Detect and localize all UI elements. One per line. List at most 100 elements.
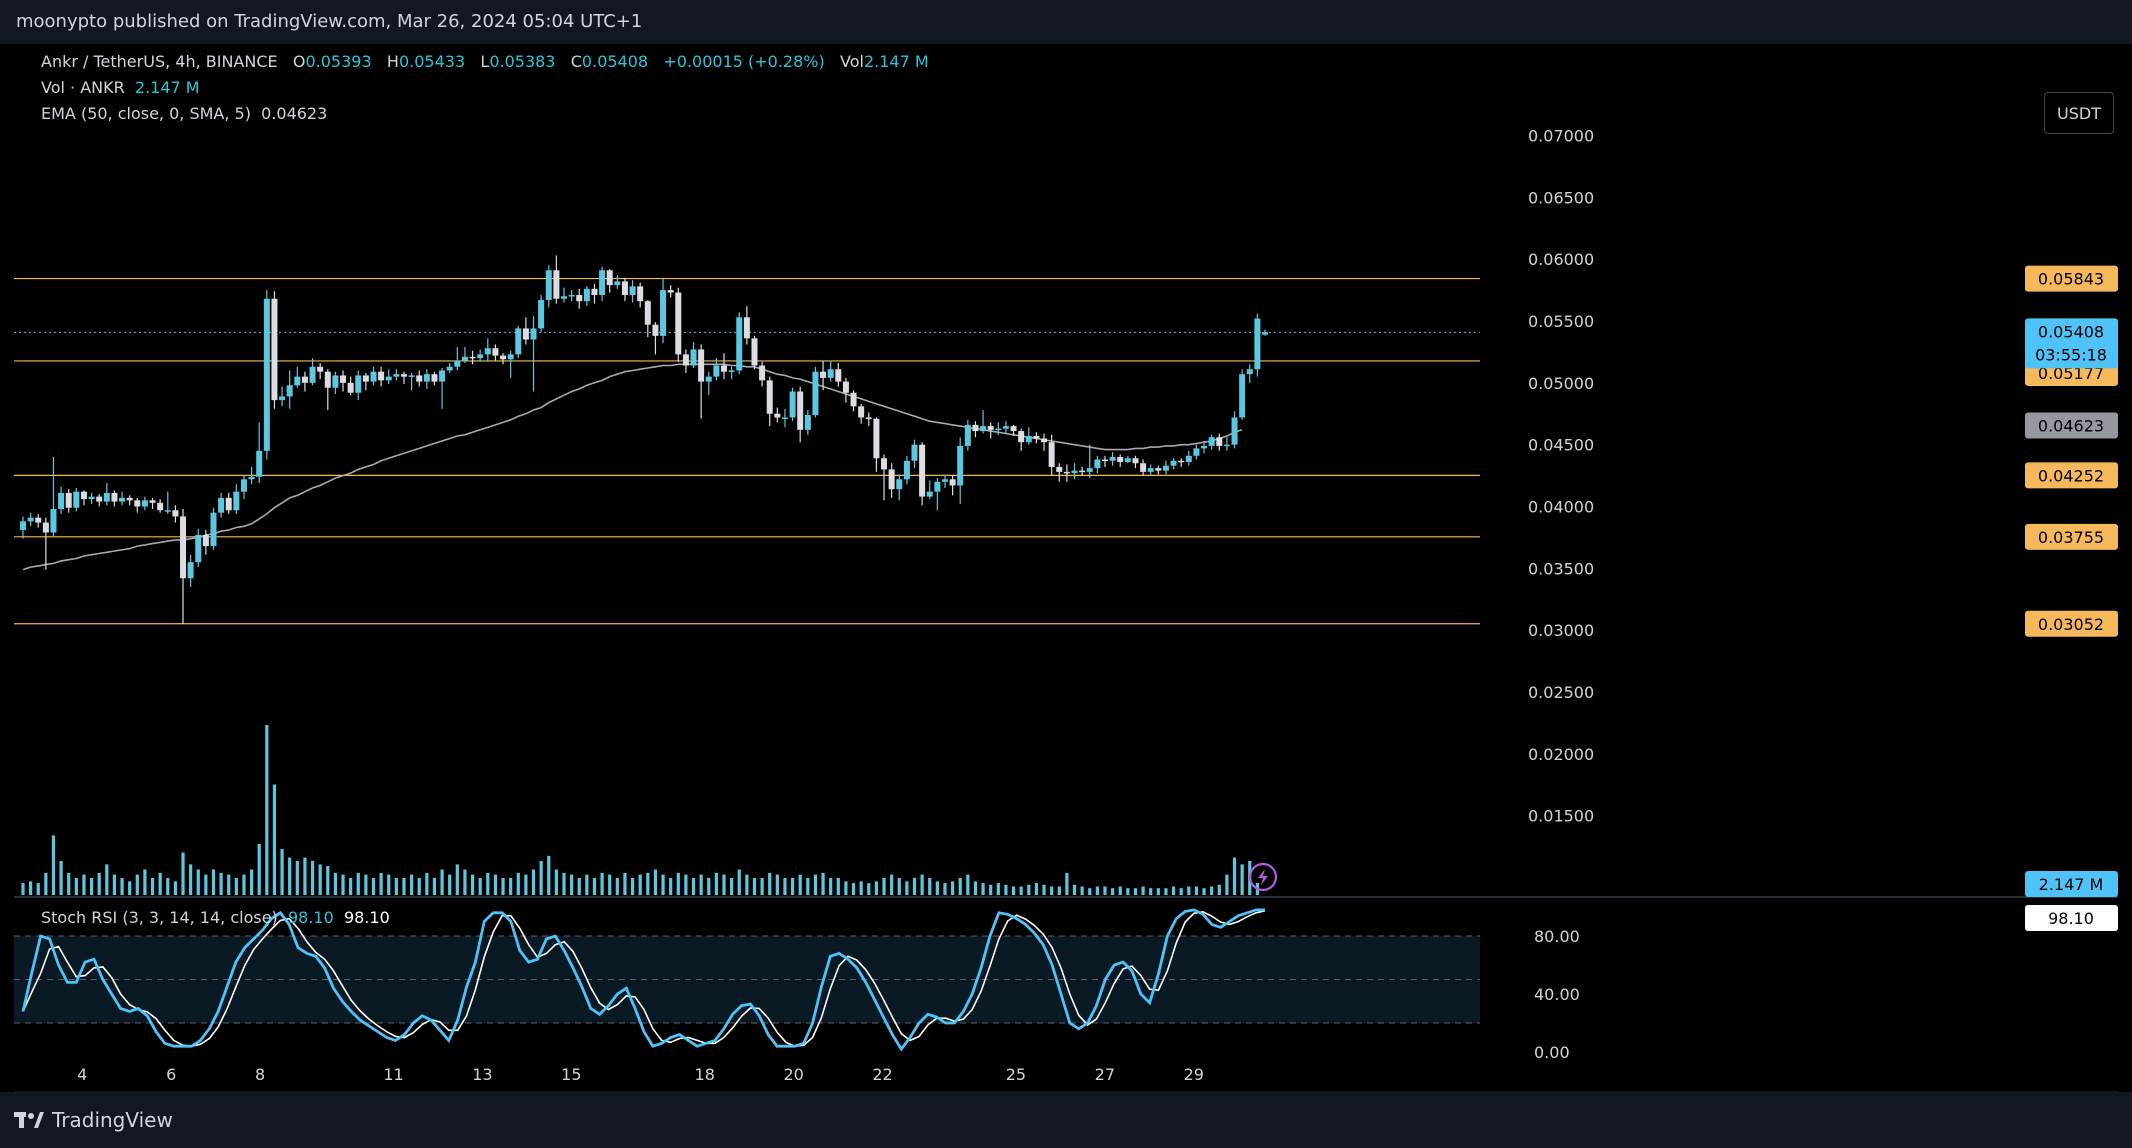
countdown-text: 03:55:18 (2035, 345, 2107, 364)
candle (149, 497, 156, 509)
candle-body (1025, 436, 1032, 443)
candle (736, 312, 743, 375)
volume-bar (120, 878, 124, 895)
candle-body (987, 426, 994, 430)
x-tick-label: 6 (166, 1065, 176, 1084)
candle (797, 386, 804, 443)
candle-body (858, 406, 865, 418)
ema-label-text: 0.04623 (2038, 416, 2104, 435)
candle (164, 491, 171, 514)
current-price-bg (2025, 318, 2118, 369)
candle-body (256, 450, 263, 477)
volume-bar (707, 878, 711, 895)
candle-body (538, 299, 545, 329)
legend-row-stoch[interactable]: Stoch RSI (3, 3, 14, 14, close) 98.10 98… (41, 908, 390, 927)
volume-bar (669, 878, 673, 895)
volume-bar (600, 872, 604, 895)
legend-row-ema[interactable]: EMA (50, close, 0, SMA, 5) 0.04623 (41, 104, 327, 123)
candle (896, 474, 903, 501)
x-tick-label: 27 (1095, 1065, 1115, 1084)
candle-body (233, 491, 240, 511)
volume-bar (318, 864, 322, 895)
candle-body (896, 479, 903, 490)
volume-bar (973, 881, 978, 895)
candle (1216, 433, 1223, 451)
volume-bar (356, 872, 360, 895)
candle-body (972, 424, 979, 432)
stoch-current-label-bg (2025, 905, 2118, 931)
volume-bar (783, 878, 787, 895)
candle (1033, 432, 1040, 444)
stoch-current-label-text: 98.10 (2048, 909, 2094, 928)
candle-body (515, 328, 522, 355)
volume-bar (1080, 886, 1084, 895)
volume-bar (67, 872, 71, 895)
volume-bar (432, 878, 437, 895)
candle-body (400, 374, 407, 377)
legend-row-volume[interactable]: Vol · ANKR 2.147 M (41, 78, 200, 97)
candle (789, 387, 796, 422)
level-label-text: 0.03052 (2038, 615, 2104, 634)
candle-body (446, 366, 453, 371)
candle (903, 455, 910, 485)
chart-frame[interactable]: 80.00 40.00 0.00 0.07000 0.06500 0.06000 0.05… (14, 44, 2118, 1092)
candle (340, 370, 347, 392)
chart-canvas[interactable]: 80.00 40.00 0.00 0.07000 0.06500 0.06000 0.05… (14, 44, 2118, 1092)
candle (538, 295, 545, 333)
volume-bar (181, 852, 185, 895)
candle-body (1155, 468, 1162, 471)
price-tick-label: 0.06000 (1528, 250, 1594, 269)
candle-body (1101, 459, 1108, 462)
volume-bar (608, 874, 612, 895)
candle-body (888, 469, 895, 490)
x-tick-label: 8 (255, 1065, 265, 1084)
candle-body (149, 500, 156, 503)
volume-study-value: 2.147 M (134, 78, 200, 97)
volume-bar (570, 874, 574, 895)
level-label-bg (2025, 265, 2118, 292)
volume-bar (592, 878, 597, 895)
volume-bar (928, 878, 932, 895)
volume-bar (524, 874, 528, 895)
volume-bar (242, 874, 246, 895)
level-label: 0.05843 (2025, 265, 2118, 292)
volume-bar (288, 857, 292, 895)
price-tick-label: 0.05500 (1528, 312, 1594, 331)
candle (141, 496, 148, 511)
volume-bar (59, 861, 63, 895)
candle-body (1140, 463, 1147, 472)
candle (263, 290, 270, 460)
volume-bar (265, 725, 269, 895)
candle-body (820, 371, 827, 378)
candle-body (1239, 374, 1246, 418)
legend-close: 0.05408 (581, 52, 649, 71)
volume-bar (272, 784, 277, 895)
candle (1124, 455, 1131, 464)
candle-body (301, 376, 308, 383)
candle-body (553, 270, 560, 299)
candle-body (980, 426, 987, 432)
candle (827, 360, 834, 382)
volume-bar (745, 874, 749, 895)
bottom-bar: TradingView (0, 1092, 2132, 1148)
volume-bar (790, 878, 795, 895)
candle (621, 277, 628, 302)
price-tick-label: 0.02500 (1528, 683, 1594, 702)
candle (1071, 463, 1078, 480)
candle-body (576, 295, 583, 302)
candle (301, 371, 308, 392)
candle-body (850, 392, 857, 407)
volume-bar (74, 878, 78, 895)
currency-button[interactable]: USDT (2044, 92, 2114, 134)
volume-bar (349, 878, 353, 895)
candle-body (1063, 471, 1070, 474)
candle (271, 291, 278, 409)
candle-body (934, 481, 941, 492)
candle-body (431, 374, 438, 382)
volume-bar (21, 883, 25, 895)
volume-bar (905, 881, 909, 895)
volume-bar (486, 872, 490, 895)
candle (530, 316, 537, 392)
volume-bar (417, 878, 421, 895)
candle (469, 350, 476, 365)
